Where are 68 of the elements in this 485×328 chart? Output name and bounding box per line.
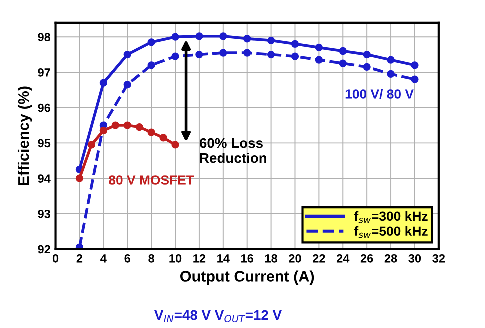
point <box>124 50 132 59</box>
legend-label: f$_{sw}$=500 kHz <box>354 226 428 238</box>
legend-label: f$_{sw}$=300 kHz <box>354 211 428 224</box>
point <box>172 52 180 60</box>
x-tick-label: 16 <box>242 254 254 263</box>
point <box>315 44 324 52</box>
point <box>124 81 132 89</box>
point <box>112 122 120 130</box>
point <box>363 63 371 71</box>
x-tick-label: 0 <box>52 254 59 263</box>
y-tick-label: 94 <box>38 174 51 183</box>
point <box>196 50 204 59</box>
point <box>148 38 156 46</box>
x-tick-label: 8 <box>148 254 154 263</box>
x-tick-label: 30 <box>408 254 422 263</box>
point <box>148 62 156 70</box>
point <box>387 56 395 64</box>
x-tick-label: 2 <box>76 254 83 263</box>
x-tick-label: 22 <box>313 254 326 263</box>
point <box>339 47 347 56</box>
x-tick-label: 26 <box>360 254 374 263</box>
point <box>88 141 96 149</box>
y-axis-title: Efficiency (%) <box>18 86 32 186</box>
point <box>244 35 252 43</box>
point <box>244 49 252 57</box>
y-tick-label: 92 <box>38 245 50 254</box>
annotation: 100 V/ 80 V <box>346 89 414 100</box>
x-tick-label: 14 <box>218 254 230 263</box>
y-tick-label: 93 <box>38 210 50 218</box>
y-tick-label: 98 <box>38 33 51 42</box>
point <box>291 52 300 60</box>
x-tick-label: 20 <box>289 254 302 263</box>
point <box>160 134 168 142</box>
y-tick-label: 97 <box>38 68 50 77</box>
point <box>196 32 204 40</box>
x-tick-label: 18 <box>265 254 278 263</box>
point <box>339 60 347 68</box>
point <box>100 79 108 87</box>
point <box>136 123 144 132</box>
text: V$_{IN}$=48 V V$_{OUT}$=12 V <box>154 310 282 323</box>
x-tick-label: 6 <box>124 254 130 263</box>
point <box>387 70 395 78</box>
point <box>124 122 132 130</box>
point <box>220 49 228 57</box>
point <box>172 141 180 149</box>
point <box>267 36 276 44</box>
y-tick-label: 95 <box>38 139 51 148</box>
x-tick-label: 32 <box>432 254 446 263</box>
x-tick-label: 12 <box>194 254 206 263</box>
x-tick-label: 28 <box>384 254 398 263</box>
x-tick-label: 4 <box>100 254 107 263</box>
point <box>76 174 84 182</box>
annotation: 80 V MOSFET <box>109 176 194 185</box>
x-tick-label: 24 <box>336 254 350 263</box>
point <box>148 128 156 136</box>
point <box>411 76 419 84</box>
annotation: 60% Loss Reduction <box>200 138 266 164</box>
point <box>315 56 324 64</box>
point <box>220 32 228 40</box>
point <box>100 126 108 135</box>
point <box>267 50 276 59</box>
point <box>363 50 371 59</box>
point <box>291 40 300 48</box>
x-tick-label: 10 <box>170 254 182 263</box>
point <box>172 33 180 41</box>
y-tick-label: 96 <box>38 104 50 112</box>
x-axis-title: Output Current (A) <box>180 270 314 285</box>
point <box>411 62 419 70</box>
